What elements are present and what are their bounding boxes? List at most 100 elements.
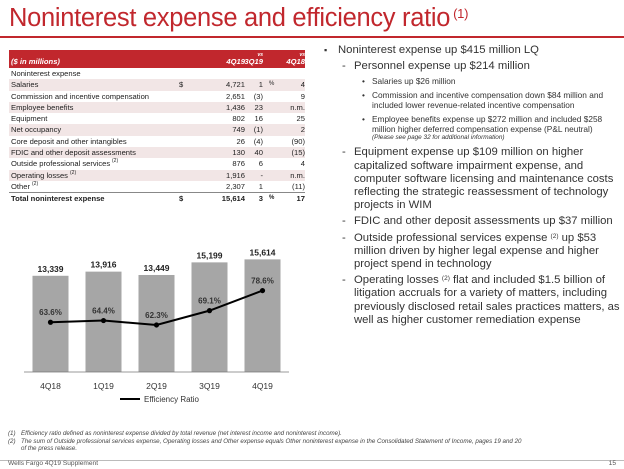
bar-value-label: 13,916: [91, 260, 117, 270]
cell-vs-3q19: 3: [258, 194, 263, 204]
x-tick-label: 4Q19: [252, 381, 273, 391]
efficiency-ratio-label: 64.4%: [92, 307, 115, 316]
cell-vs-4q18: n.m.: [290, 102, 305, 112]
bullet-commission: Commission and incentive compensation do…: [362, 90, 620, 110]
cell-vs-3q19: (3): [253, 91, 263, 101]
cell-4q19: 802: [232, 114, 245, 124]
table-row: Salaries $4,721 1% 4: [9, 79, 305, 91]
cell-vs-4q18: 4: [300, 80, 305, 90]
row-label: FDIC and other deposit assessments: [11, 148, 136, 158]
bullet-benefits: Employee benefits expense up $272 millio…: [362, 114, 620, 142]
row-label: Operating losses: [11, 170, 68, 180]
row-label: Noninterest expense: [11, 69, 81, 78]
footnote-1: (1) Efficiency ratio defined as nonintere…: [8, 430, 342, 437]
efficiency-ratio-label: 69.1%: [198, 297, 221, 306]
bullet-equipment: Equipment expense up $109 million on hig…: [340, 146, 620, 212]
cell-vs-4q18: 17: [296, 194, 305, 204]
expense-table: ($ in millions) 4Q19 vs 3Q19 vs 4Q18 Non…: [9, 50, 305, 204]
percent-sign: %: [269, 195, 275, 202]
row-label: Other: [11, 181, 30, 191]
cell-vs-3q19: 16: [254, 114, 263, 124]
expense-efficiency-chart: 13,339 4Q18 13,916 1Q19 13,449 2Q19 15,199 3Q19…: [24, 247, 289, 404]
title-footnote-marker: (1): [453, 6, 469, 21]
row-label: Commission and incentive compensation: [11, 91, 150, 101]
table-row: Total noninterest expense $15,614 3% 17: [9, 192, 305, 203]
bullet-operating-losses: Operating losses (2) flat and included $…: [340, 274, 620, 327]
row-label: Total noninterest expense: [11, 194, 105, 204]
cell-4q19: 15,614: [221, 194, 245, 204]
cell-4q19: 749: [232, 125, 245, 135]
efficiency-ratio-point: [47, 319, 54, 325]
col-header-vs-small: vs: [299, 52, 305, 58]
footer-divider: [0, 460, 624, 461]
cell-4q19: 26: [236, 136, 245, 146]
cell-4q19: 876: [232, 159, 245, 169]
legend-label: Efficiency Ratio: [144, 395, 200, 404]
table-row: Operating losses (2) 1,916 - n.m.: [9, 169, 305, 181]
cell-vs-4q18: 4: [300, 159, 305, 169]
cell-vs-3q19: (4): [253, 136, 263, 146]
cell-4q19: 2,651: [225, 91, 245, 101]
row-label: Core deposit and other intangibles: [11, 136, 127, 146]
cell-vs-3q19: 1: [258, 181, 263, 191]
table-body: Noninterest expense Salaries $4,721 1% 4 Comm…: [9, 68, 305, 204]
dollar-sign: $: [179, 194, 184, 204]
col-header-3q19: 3Q19: [244, 57, 263, 66]
row-label: Net occupancy: [11, 125, 62, 135]
bullet-salaries: Salaries up $26 million: [362, 76, 620, 86]
title-divider: [0, 36, 624, 38]
table-row: FDIC and other deposit assessments 130 40 (…: [9, 147, 305, 159]
cell-vs-4q18: n.m.: [290, 170, 305, 180]
table-row: Net occupancy 749 (1) 2: [9, 124, 305, 136]
efficiency-ratio-label: 63.6%: [39, 308, 62, 317]
benefits-note: (Please see page 32 for additional infor…: [372, 134, 505, 142]
efficiency-ratio-label: 62.3%: [145, 311, 168, 320]
bullet-fdic: FDIC and other deposit assessments up $3…: [340, 215, 620, 228]
footnotes: (1) Efficiency ratio defined as nonintere…: [8, 430, 528, 453]
table-header: ($ in millions) 4Q19 vs 3Q19 vs 4Q18: [9, 50, 305, 68]
col-header-4q19: 4Q19: [226, 57, 245, 66]
bullet-personnel: Personnel expense up $214 million: [340, 60, 620, 73]
row-footnote-marker: (2): [32, 180, 39, 187]
table-row: Equipment 802 16 25: [9, 113, 305, 124]
col-header-4q18: 4Q18: [286, 57, 305, 66]
cell-vs-3q19: 40: [254, 148, 263, 158]
table-row: Core deposit and other intangibles 26 (4) (…: [9, 136, 305, 147]
efficiency-ratio-point: [259, 287, 266, 294]
row-label: Salaries: [11, 80, 39, 90]
cell-vs-4q18: 2: [300, 125, 305, 135]
cell-vs-4q18: 9: [300, 91, 305, 101]
table-row: Outside professional services (2) 876 6 4: [9, 158, 305, 169]
page-number: 15: [608, 460, 616, 467]
efficiency-ratio-point: [206, 308, 213, 314]
dollar-sign: $: [179, 80, 184, 90]
cell-4q19: 2,307: [225, 181, 245, 191]
efficiency-ratio-label: 78.6%: [251, 277, 274, 286]
row-label: Employee benefits: [11, 102, 74, 112]
cell-vs-4q18: (11): [292, 181, 305, 191]
bar-value-label: 15,614: [250, 247, 276, 257]
bar-value-label: 13,449: [144, 263, 170, 273]
bullet-main: Noninterest expense up $415 million LQ: [324, 44, 620, 57]
efficiency-ratio-point: [153, 322, 160, 328]
row-footnote-marker: (2): [70, 169, 77, 176]
cell-vs-3q19: 1: [258, 80, 263, 90]
table-row: Noninterest expense: [9, 68, 305, 79]
cell-4q19: 1,916: [225, 170, 245, 180]
footnote-2: (2) The sum of Outside professional servi…: [8, 437, 522, 453]
col-header-vs-small: vs: [257, 52, 263, 58]
bullet-outside-services: Outside professional services expense (2…: [340, 232, 620, 272]
bar: [244, 259, 281, 372]
cell-4q19: 1,436: [225, 102, 245, 112]
footer-brand: Wells Fargo 4Q19 Supplement: [8, 460, 99, 467]
efficiency-ratio-point: [100, 317, 107, 324]
bar-value-label: 15,199: [197, 250, 223, 260]
commentary: Noninterest expense up $415 million LQ P…: [324, 44, 620, 330]
page-title: Noninterest expense and efficiency ratio…: [9, 4, 469, 32]
percent-sign: %: [269, 81, 275, 88]
cell-4q19: 130: [232, 148, 245, 158]
cell-vs-3q19: -: [260, 170, 263, 180]
x-tick-label: 1Q19: [93, 381, 114, 391]
cell-vs-3q19: (1): [253, 125, 263, 135]
cell-vs-4q18: (90): [291, 136, 305, 146]
